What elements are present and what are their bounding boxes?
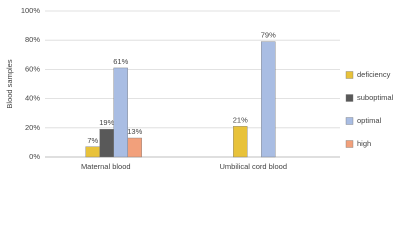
y-axis-label: Blood samples — [5, 59, 14, 108]
legend-label: suboptimal — [357, 93, 394, 102]
data-label: 21% — [233, 115, 248, 124]
legend-swatch — [345, 71, 354, 79]
x-tick-label: Maternal blood — [81, 162, 131, 171]
legend-label: optimal — [357, 116, 382, 125]
bar — [127, 137, 142, 158]
data-label: 61% — [113, 57, 128, 66]
x-tick-label: Umbilical cord blood — [219, 162, 287, 171]
bar — [261, 41, 276, 158]
legend-label: high — [357, 139, 371, 148]
y-tick-label: 100% — [21, 6, 41, 15]
y-tick-label: 20% — [25, 123, 40, 132]
data-label: 7% — [87, 136, 98, 145]
bar — [85, 146, 100, 158]
bar — [113, 67, 128, 158]
legend-label: deficiency — [357, 70, 391, 79]
y-tick-label: 40% — [25, 94, 40, 103]
legend-swatch — [345, 140, 354, 148]
legend-swatch — [345, 94, 354, 102]
bar — [233, 126, 248, 158]
data-label: 79% — [261, 31, 276, 40]
data-label: 19% — [99, 118, 114, 127]
chart: Blood samples 0% 20% 40% 60% 80% 100% Maternal… — [5, 6, 394, 171]
y-tick-label: 60% — [25, 64, 40, 73]
data-label: 13% — [127, 127, 142, 136]
y-tick-label: 80% — [25, 35, 40, 44]
y-tick-label: 0% — [29, 152, 40, 161]
legend-swatch — [345, 117, 354, 125]
bar — [99, 129, 114, 158]
